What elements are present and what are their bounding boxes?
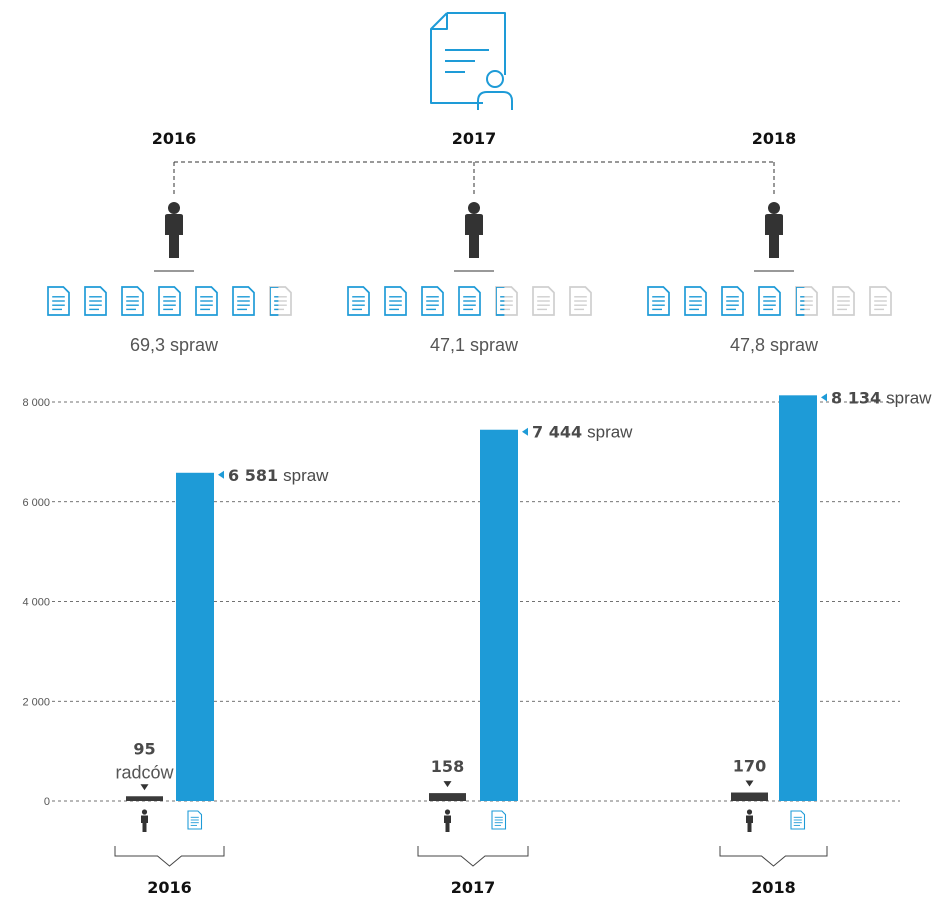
year-connector-lines <box>173 161 775 197</box>
bottom-year-label-2018: 2018 <box>751 878 796 897</box>
lawyers-value-label: 170 <box>733 757 766 776</box>
document-icon <box>47 286 70 316</box>
person-icon <box>165 202 183 258</box>
cases-bar-2016 <box>176 472 214 801</box>
lawyers-value-label: 158 <box>431 757 464 776</box>
document-icon <box>721 286 744 316</box>
pointer-down-icon <box>443 781 452 788</box>
document-icon <box>187 810 203 830</box>
document-person-icon <box>430 12 513 110</box>
person-icon <box>765 202 783 258</box>
document-icon <box>195 286 218 316</box>
cases-value-label: 6 581 spraw <box>228 466 329 485</box>
y-tick-label: 4 000 <box>22 597 50 609</box>
year-brace <box>719 846 828 867</box>
year-brace <box>417 846 529 867</box>
lawyers-bar-2017 <box>429 793 466 801</box>
bottom-year-label-2016: 2016 <box>147 878 192 897</box>
cases-value-label: 7 444 spraw <box>532 423 633 442</box>
document-icon <box>232 286 255 316</box>
top-year-label-2016: 2016 <box>152 129 197 148</box>
document-icon <box>832 286 855 316</box>
person-icon <box>141 809 148 832</box>
lawyers-bar-2016 <box>126 796 163 801</box>
top-year-label-2018: 2018 <box>752 129 797 148</box>
top-year-label-2017: 2017 <box>452 129 497 148</box>
y-tick-label: 0 <box>44 796 50 808</box>
person-icon <box>465 202 483 258</box>
document-icon <box>790 810 806 830</box>
document-icon <box>569 286 592 316</box>
document-icon <box>269 286 292 316</box>
pointer-left-icon <box>218 470 224 479</box>
y-tick-label: 6 000 <box>22 497 50 509</box>
document-icon <box>795 286 818 316</box>
document-icon <box>158 286 181 316</box>
bottom-year-label-2017: 2017 <box>451 878 496 897</box>
lawyers-value-label: 95 <box>133 739 155 758</box>
lawyers-bar-2018 <box>731 792 768 801</box>
y-tick-label: 2 000 <box>22 696 50 708</box>
document-icon <box>869 286 892 316</box>
cases-bar-2017 <box>480 429 518 801</box>
document-icon <box>495 286 518 316</box>
pointer-down-icon <box>140 784 149 791</box>
year-brace <box>114 846 225 867</box>
cases-per-lawyer-label: 69,3 spraw <box>130 335 219 355</box>
pointer-left-icon <box>522 427 528 436</box>
pointer-left-icon <box>821 393 827 402</box>
lawyers-unit-label: radców <box>115 762 174 782</box>
document-icon <box>84 286 107 316</box>
document-icon <box>758 286 781 316</box>
cases-per-lawyer-label: 47,1 spraw <box>430 335 519 355</box>
y-tick-label: 8 000 <box>22 397 50 409</box>
person-icon <box>444 809 451 832</box>
document-icon <box>491 810 507 830</box>
document-icon <box>121 286 144 316</box>
document-icon <box>532 286 555 316</box>
cases-per-lawyer-label: 47,8 spraw <box>730 335 819 355</box>
document-icon <box>421 286 444 316</box>
document-icon <box>347 286 370 316</box>
pointer-down-icon <box>745 780 754 787</box>
document-icon <box>647 286 670 316</box>
document-icon <box>458 286 481 316</box>
cases-value-label: 8 134 spraw <box>831 388 932 407</box>
document-icon <box>384 286 407 316</box>
person-icon <box>746 809 753 832</box>
document-icon <box>684 286 707 316</box>
cases-bar-2018 <box>779 395 817 801</box>
